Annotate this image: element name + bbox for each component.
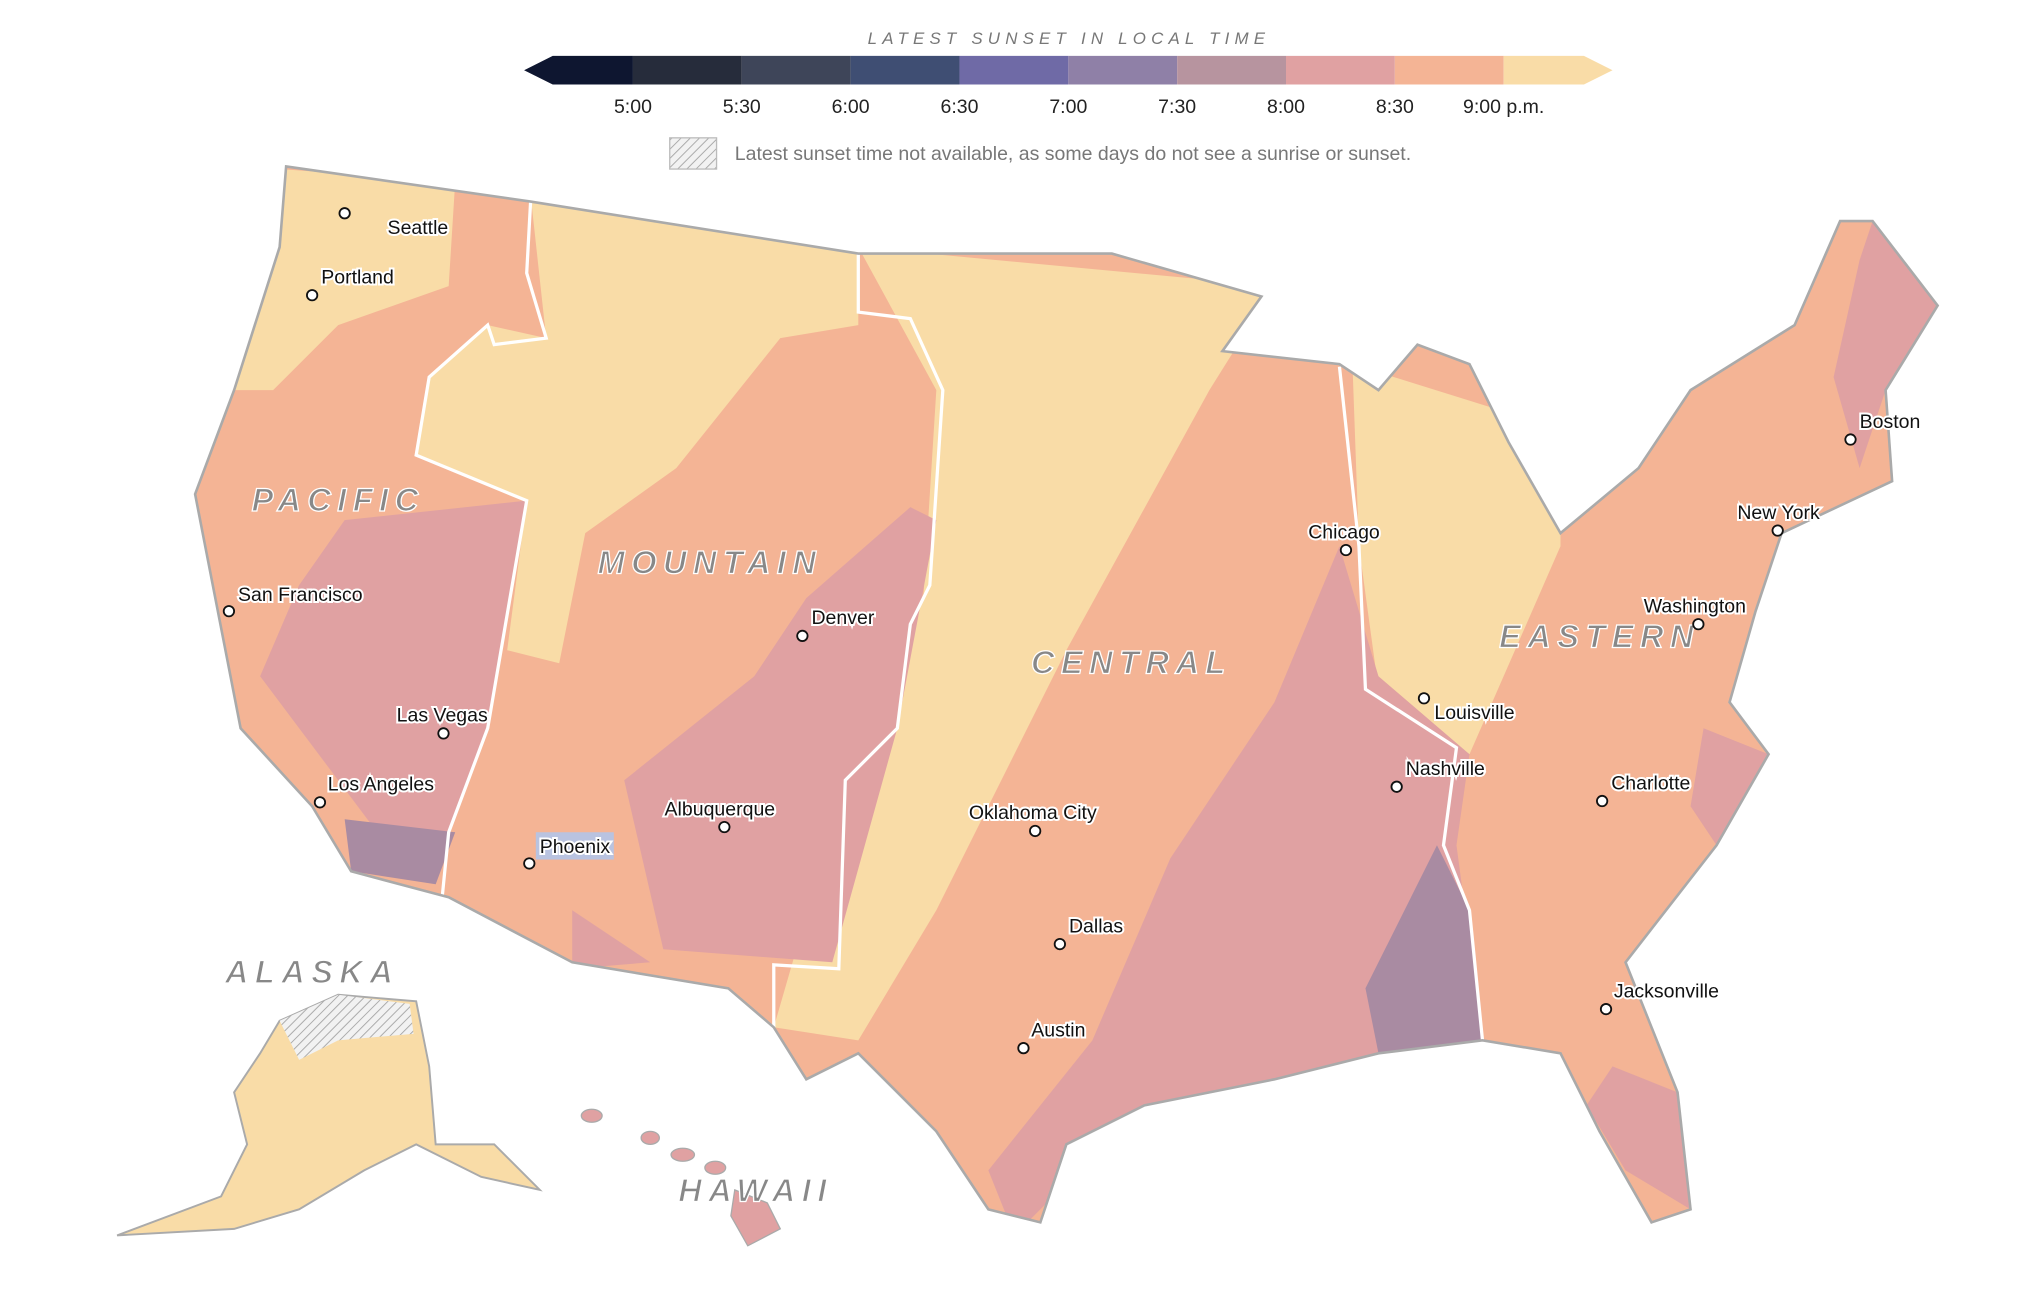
legend-swatch xyxy=(959,55,1069,85)
zone-label: MOUNTAIN xyxy=(598,544,823,580)
city-dot xyxy=(222,605,236,618)
city-label: Jacksonville xyxy=(1614,980,1719,1002)
city-label: Washington xyxy=(1644,595,1746,617)
zone-labels: PACIFIC MOUNTAIN CENTRAL EASTERN ALASKA … xyxy=(223,481,1700,1209)
legend-tick-label: 5:00 xyxy=(614,96,652,118)
legend-tick-label: 7:00 xyxy=(1049,96,1087,118)
city-dot xyxy=(523,857,536,870)
city-dot xyxy=(1029,824,1042,838)
city-dot xyxy=(1599,1002,1613,1016)
legend-swatch xyxy=(632,55,742,85)
city: Denver xyxy=(796,605,877,643)
legend-tick-label: 5:30 xyxy=(723,96,761,118)
city: Albuquerque xyxy=(663,796,777,834)
legend-swatch xyxy=(524,55,633,85)
city: Boston xyxy=(1844,409,1922,446)
zone-label: ALASKA xyxy=(224,954,399,990)
city-label: New York xyxy=(1737,502,1820,524)
city-label: Charlotte xyxy=(1611,772,1690,794)
legend-tick-label: 6:30 xyxy=(940,96,978,118)
city: Jacksonville xyxy=(1599,978,1721,1016)
city-label: Nashville xyxy=(1406,758,1485,780)
city-label: Albuquerque xyxy=(665,798,776,820)
legend-tick-label: 6:00 xyxy=(832,96,870,118)
legend: 5:00 5:30 6:00 6:30 7:00 7:30 8:00 8:30 9:00 p.m… xyxy=(524,55,1613,118)
contiguous-us xyxy=(195,166,1938,1223)
zone-label: PACIFIC xyxy=(252,482,425,518)
city: New York xyxy=(1735,500,1822,537)
city: Las Vegas xyxy=(395,703,490,740)
legend-tick-label: 8:00 xyxy=(1267,96,1305,118)
city-label: Oklahoma City xyxy=(969,802,1097,824)
city-label: Phoenix xyxy=(540,836,611,858)
na-swatch xyxy=(669,137,718,170)
time-zone-borders xyxy=(414,201,1485,1041)
city: Nashville xyxy=(1390,756,1487,793)
city-dot xyxy=(1771,524,1784,537)
city: Charlotte xyxy=(1596,770,1692,808)
city-dot xyxy=(796,629,809,643)
legend-swatch xyxy=(1177,55,1287,85)
city-dot xyxy=(1017,1042,1030,1055)
zone-label: CENTRAL xyxy=(1031,645,1232,681)
city-label: San Francisco xyxy=(238,584,363,606)
city-dot xyxy=(1417,692,1431,705)
city-label: Boston xyxy=(1860,411,1921,433)
phoenix-highlight xyxy=(535,832,614,860)
city: Austin xyxy=(1017,1017,1087,1055)
city-dot xyxy=(1692,618,1705,631)
legend-swatch xyxy=(741,55,851,85)
city-label: Denver xyxy=(811,607,874,629)
city-label: Seattle xyxy=(388,217,449,239)
legend-tick-label: 7:30 xyxy=(1158,96,1196,118)
legend-title: LATEST SUNSET IN LOCAL TIME xyxy=(868,29,1271,48)
city-dot xyxy=(437,727,450,740)
cities: Seattle Portland San Francisco Las Vegas Los… xyxy=(222,207,1922,1055)
city: Portland xyxy=(306,265,396,302)
city: Louisville xyxy=(1417,692,1517,726)
city-label: Las Vegas xyxy=(397,705,488,727)
city-dot xyxy=(1596,794,1609,808)
city-dot xyxy=(306,289,319,302)
zone-label: HAWAII xyxy=(678,1173,833,1209)
city-label: Portland xyxy=(321,266,394,288)
legend-swatch xyxy=(1394,55,1504,85)
city-label: Los Angeles xyxy=(328,774,435,796)
city-label: Dallas xyxy=(1069,915,1123,937)
legend-swatch xyxy=(1286,55,1395,85)
alaska-shape xyxy=(116,993,543,1237)
city: Chicago xyxy=(1306,519,1382,557)
city-dot xyxy=(1339,543,1353,557)
zone-label: EASTERN xyxy=(1499,619,1700,655)
hawaii-shape xyxy=(580,1108,782,1247)
legend-swatch xyxy=(1503,55,1613,85)
legend-swatch xyxy=(1068,55,1178,85)
na-note: Latest sunset time not available, as som… xyxy=(735,143,1411,165)
city-label: Austin xyxy=(1031,1019,1085,1041)
city: Seattle xyxy=(338,207,450,241)
legend-swatch xyxy=(850,55,960,85)
city-label: Chicago xyxy=(1308,521,1380,543)
city-dot xyxy=(1053,937,1066,951)
legend-tick-label: 9:00 p.m. xyxy=(1463,96,1544,118)
city: Oklahoma City xyxy=(967,800,1099,838)
city: San Francisco xyxy=(222,582,365,618)
legend-tick-label: 8:30 xyxy=(1376,96,1414,118)
city: Washington xyxy=(1642,594,1748,631)
city: Dallas xyxy=(1053,913,1125,951)
city-dot xyxy=(338,207,351,220)
city: Phoenix xyxy=(523,834,612,870)
city-dot xyxy=(313,796,327,809)
city: Los Angeles xyxy=(313,772,436,809)
alaska-na-area xyxy=(279,994,414,1060)
city-dot xyxy=(1844,433,1857,446)
city-label: Louisville xyxy=(1434,702,1514,724)
city-dot xyxy=(1390,780,1403,793)
city-dot xyxy=(718,820,731,834)
